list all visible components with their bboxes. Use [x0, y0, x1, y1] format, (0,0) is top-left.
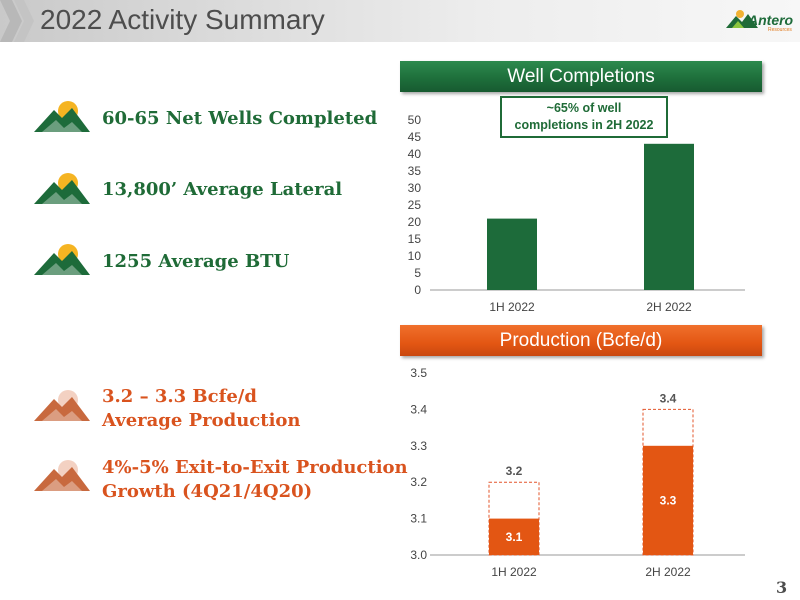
y-tick-label: 45 [408, 130, 422, 144]
bullet-line: 3.2 – 3.3 Bcfe/d [102, 386, 257, 407]
y-tick-label: 25 [408, 198, 422, 212]
x-tick-label: 1H 2022 [491, 565, 537, 579]
production-title: Production (Bcfe/d) [400, 325, 762, 356]
header-chevron-decoration [0, 0, 34, 42]
page-title: 2022 Activity Summary [40, 4, 325, 35]
bullet-production-growth: 4%-5% Exit-to-Exit Production Growth (4Q… [102, 456, 408, 504]
callout-line: completions in 2H 2022 [514, 118, 654, 132]
y-tick-label: 5 [414, 266, 421, 280]
antero-logo [726, 10, 758, 28]
data-label-low: 3.1 [506, 530, 523, 544]
y-tick-label: 35 [408, 164, 422, 178]
bullet-line: Growth (4Q21/4Q20) [102, 481, 313, 502]
y-tick-label: 3.1 [410, 512, 427, 526]
well-completions-chart: 0 5 10 15 20 25 30 35 40 45 50 1H 2022 2H 2022 [408, 113, 745, 314]
data-label-low: 3.3 [660, 493, 677, 507]
y-tick-label: 3.2 [410, 475, 427, 489]
bullet-net-wells: 60-65 Net Wells Completed [102, 108, 378, 129]
bullet-average-production: 3.2 – 3.3 Bcfe/d Average Production [102, 385, 301, 433]
y-tick-label: 3.3 [410, 439, 427, 453]
y-tick-label: 40 [408, 147, 422, 161]
callout-line: ~65% of well [546, 101, 622, 115]
y-tick-label: 30 [408, 181, 422, 195]
x-tick-label: 1H 2022 [489, 300, 535, 314]
bullet-line: 4%-5% Exit-to-Exit Production [102, 457, 408, 478]
bar-production-low [643, 445, 693, 555]
y-tick-label: 50 [408, 113, 422, 127]
page-number: 3 [776, 578, 788, 597]
y-tick-label: 10 [408, 249, 422, 263]
header-bar: 2022 Activity Summary Antero Resources [0, 0, 800, 42]
x-tick-label: 2H 2022 [645, 565, 691, 579]
y-tick-label: 15 [408, 232, 422, 246]
production-chart: 3.0 3.1 3.2 3.3 3.4 3.5 3.2 3.1 1H 2022 3.4 3.3 2H … [410, 366, 745, 579]
well-completions-title: Well Completions [400, 61, 762, 92]
bullet-line: Average Production [102, 410, 301, 431]
y-tick-label: 0 [414, 283, 421, 297]
well-completions-callout: ~65% of well completions in 2H 2022 [500, 96, 668, 138]
data-label-high: 3.4 [660, 391, 677, 405]
y-tick-label: 3.5 [410, 366, 427, 380]
y-tick-label: 3.4 [410, 402, 427, 416]
bullet-average-lateral: 13,800’ Average Lateral [102, 179, 343, 200]
bar-well-completions [644, 143, 694, 290]
y-tick-label: 20 [408, 215, 422, 229]
logo-text: Antero [748, 12, 794, 28]
data-label-high: 3.2 [506, 464, 523, 478]
mountain-sun-icon [34, 244, 90, 275]
mountain-sun-icon [34, 390, 90, 421]
mountain-sun-icon [34, 173, 90, 204]
mountain-sun-icon [34, 460, 90, 491]
bar-well-completions [487, 218, 537, 290]
mountain-sun-icon [34, 101, 90, 132]
logo-subtext: Resources [768, 27, 792, 33]
x-tick-label: 2H 2022 [646, 300, 692, 314]
bar-production-low [489, 518, 539, 555]
bullet-average-btu: 1255 Average BTU [102, 251, 290, 272]
y-tick-label: 3.0 [410, 548, 427, 562]
